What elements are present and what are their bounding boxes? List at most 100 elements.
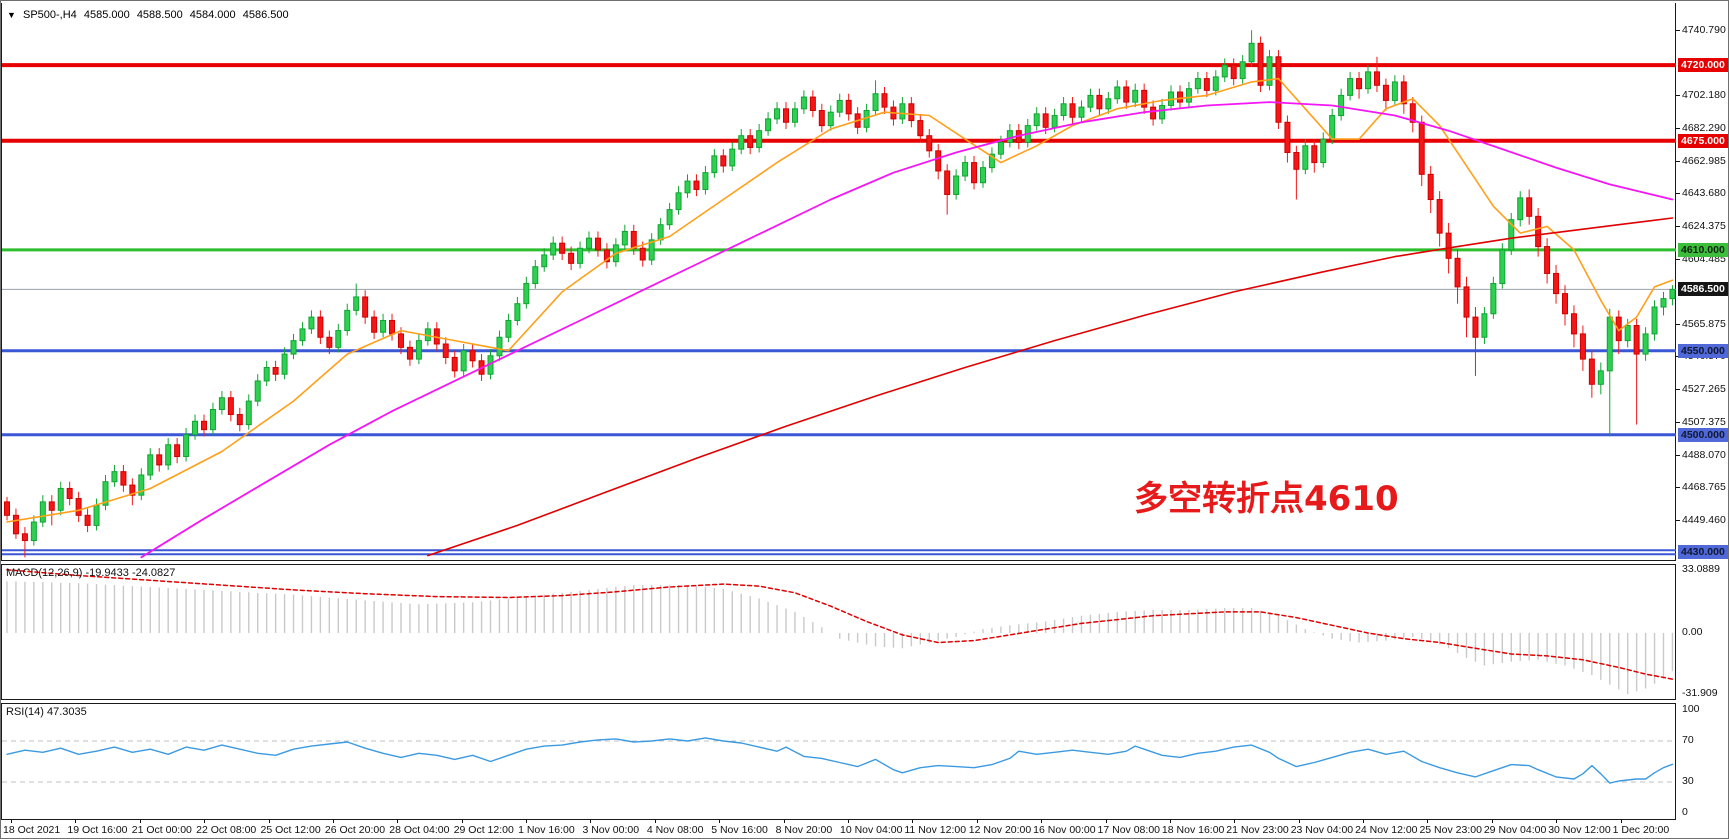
rsi-axis-label: 0 — [1682, 805, 1688, 818]
candle-body — [39, 501, 46, 523]
ohlc-high-value: 4588.500 — [136, 9, 183, 21]
price-level-badge[interactable]: 4675.000 — [1678, 133, 1728, 148]
candle-body — [1159, 104, 1166, 120]
time-axis-label: 26 Oct 20:00 — [324, 824, 386, 836]
candle-body — [406, 346, 413, 360]
candle-body — [1212, 76, 1219, 91]
price-axis-label: 4682.290 — [1682, 122, 1726, 135]
candle-body — [800, 96, 807, 110]
candle-body — [782, 108, 789, 123]
candle-body — [1418, 121, 1425, 175]
time-axis-label: 29 Oct 12:00 — [453, 824, 514, 836]
rsi-axis-label: 100 — [1682, 703, 1700, 716]
candle-body — [1642, 333, 1649, 355]
candle-body — [1373, 71, 1380, 86]
price-level-badge[interactable]: 4550.000 — [1678, 343, 1728, 358]
macd-signal-line — [6, 569, 1674, 680]
candle-body — [1517, 197, 1524, 221]
candle-body — [693, 180, 700, 190]
candle-body — [290, 340, 297, 355]
price-level-badge[interactable]: 4586.500 — [1678, 282, 1728, 297]
candle-body — [603, 249, 610, 263]
candle-body — [926, 135, 933, 152]
candle-body — [675, 192, 682, 211]
candle-body — [1060, 103, 1067, 117]
macd-histogram — [6, 581, 1674, 695]
candle-body — [1176, 91, 1183, 103]
time-axis-label: 1 Dec 20:00 — [1612, 824, 1670, 836]
candle-body — [1382, 84, 1389, 101]
candle-body — [1490, 283, 1497, 315]
candle-body — [944, 170, 951, 195]
candle-body — [935, 150, 942, 172]
candle-body — [1669, 288, 1676, 300]
candle-body — [1391, 81, 1398, 101]
candle-body — [1123, 86, 1130, 103]
candle-body — [335, 330, 342, 348]
candle-body — [326, 336, 333, 348]
candle-body — [1266, 56, 1273, 86]
time-axis-label: 24 Nov 12:00 — [1355, 824, 1418, 836]
candle-body — [30, 521, 37, 542]
candle-body — [1597, 370, 1604, 385]
candle-body — [765, 118, 772, 132]
candle-body — [263, 367, 270, 382]
price-level-badge[interactable]: 4610.000 — [1678, 242, 1728, 257]
chart-annotation-text: 多空转折点4610 — [1134, 479, 1399, 519]
time-axis-label: 21 Oct 00:00 — [131, 824, 192, 836]
candle-body — [702, 172, 709, 190]
candle-body — [344, 309, 351, 332]
candle-body — [1588, 358, 1595, 385]
time-axis-label: 16 Nov 00:00 — [1033, 824, 1096, 836]
candle-body — [756, 130, 763, 148]
candle-body — [684, 180, 691, 194]
price-level-badge[interactable]: 4500.000 — [1678, 427, 1728, 442]
candle-body — [245, 400, 252, 426]
price-axis[interactable]: 4740.790 4702.180 4682.290 4662.985 4643.680… — [1676, 1, 1728, 838]
candle-body — [299, 328, 306, 342]
candle-body — [1409, 103, 1416, 123]
price-level-badge[interactable]: 4720.000 — [1678, 58, 1728, 73]
rsi-indicator-panel[interactable]: RSI(14) 47.3035 — [1, 703, 1676, 820]
time-axis-label: 18 Nov 16:00 — [1161, 824, 1225, 836]
candle-body — [577, 247, 584, 264]
candle-body — [192, 420, 199, 436]
candle-body — [1194, 78, 1201, 90]
time-axis-label: 11 Nov 12:00 — [904, 824, 967, 836]
candle-body — [1069, 103, 1076, 118]
candle-body — [165, 444, 172, 466]
time-axis-label: 22 Oct 08:00 — [196, 824, 257, 836]
candle-body — [1185, 88, 1192, 103]
candle-body — [1445, 232, 1452, 259]
time-axis-label: 28 Oct 04:00 — [389, 824, 450, 836]
candle-body — [4, 501, 10, 516]
time-axis[interactable]: 18 Oct 2021 19 Oct 16:00 21 Oct 00:00 22 Oc… — [1, 820, 1676, 838]
time-axis-label: 23 Nov 04:00 — [1290, 824, 1354, 836]
candle-body — [1203, 78, 1210, 91]
candle-body — [657, 224, 664, 241]
candle-body — [397, 333, 404, 348]
candle-body — [1633, 325, 1640, 355]
time-axis-label: 21 Nov 23:00 — [1226, 824, 1289, 836]
candle-body — [541, 254, 548, 268]
candle-body — [899, 103, 906, 120]
collapse-arrow-icon[interactable]: ▼ — [7, 10, 16, 20]
candle-body — [1365, 71, 1372, 90]
price-chart-panel[interactable] — [1, 3, 1676, 561]
candle-body — [57, 487, 64, 511]
candle-body — [1042, 113, 1049, 128]
candle-body — [711, 155, 718, 174]
candle-body — [791, 108, 798, 123]
macd-indicator-panel[interactable]: MACD(12,26,9) -19.9433 -24.0827 — [1, 564, 1676, 700]
candle-body — [1535, 215, 1542, 248]
candle-body — [460, 350, 467, 372]
candle-body — [729, 148, 736, 167]
price-level-badge[interactable]: 4430.000 — [1678, 545, 1728, 560]
candle-body — [415, 340, 422, 360]
price-axis-label: 4662.985 — [1682, 154, 1726, 167]
candle-body — [174, 444, 181, 458]
candle-body — [1248, 42, 1255, 63]
candle-body — [836, 99, 843, 113]
candle-body — [1293, 151, 1300, 170]
candle-body — [1579, 333, 1586, 360]
